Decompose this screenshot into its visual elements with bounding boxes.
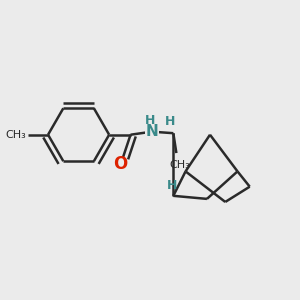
Bar (113, 158, 127, 170)
Text: H: H (167, 178, 177, 192)
Text: O: O (113, 155, 127, 173)
Bar (145, 126, 159, 138)
Text: H: H (165, 115, 175, 128)
Text: H: H (145, 115, 156, 128)
Text: CH₃: CH₃ (5, 130, 26, 140)
Text: CH₃: CH₃ (169, 160, 190, 170)
Text: N: N (146, 124, 158, 139)
